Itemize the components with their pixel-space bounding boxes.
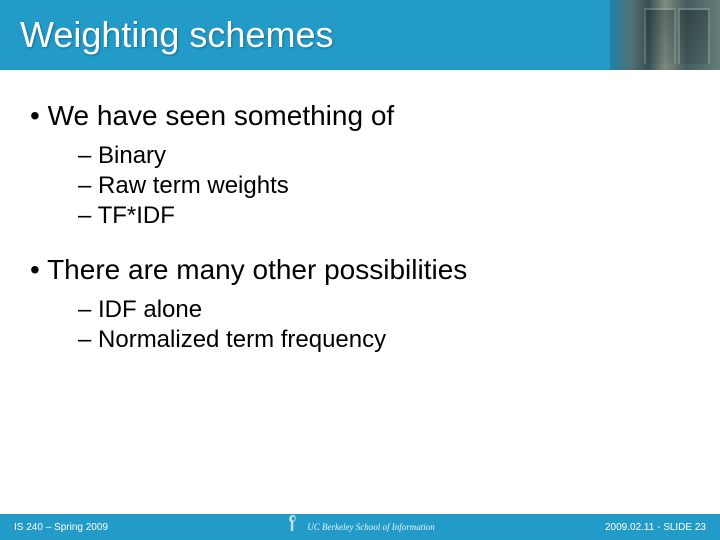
slide: Weighting schemes We have seen something…	[0, 0, 720, 540]
bullet-level2: Normalized term frequency	[78, 326, 690, 354]
header-decoration	[610, 0, 720, 70]
bullet-level1: There are many other possibilities	[30, 254, 690, 286]
bullet-level2: IDF alone	[78, 296, 690, 324]
slide-title: Weighting schemes	[20, 14, 334, 56]
slide-header: Weighting schemes	[0, 0, 720, 70]
footer-center: UC Berkeley School of Information	[285, 519, 434, 535]
footer-left: IS 240 – Spring 2009	[14, 522, 108, 533]
slide-footer: IS 240 – Spring 2009 UC Berkeley School …	[0, 514, 720, 540]
slide-content: We have seen something of Binary Raw ter…	[0, 70, 720, 354]
berkeley-logo-icon	[285, 519, 301, 535]
bullet-level2: Raw term weights	[78, 172, 690, 200]
bullet-level2: Binary	[78, 142, 690, 170]
bullet-level2: TF*IDF	[78, 202, 690, 230]
bullet-level1: We have seen something of	[30, 100, 690, 132]
footer-center-text: UC Berkeley School of Information	[307, 522, 434, 532]
spacer	[30, 232, 690, 254]
footer-right: 2009.02.11 - SLIDE 23	[605, 522, 706, 533]
